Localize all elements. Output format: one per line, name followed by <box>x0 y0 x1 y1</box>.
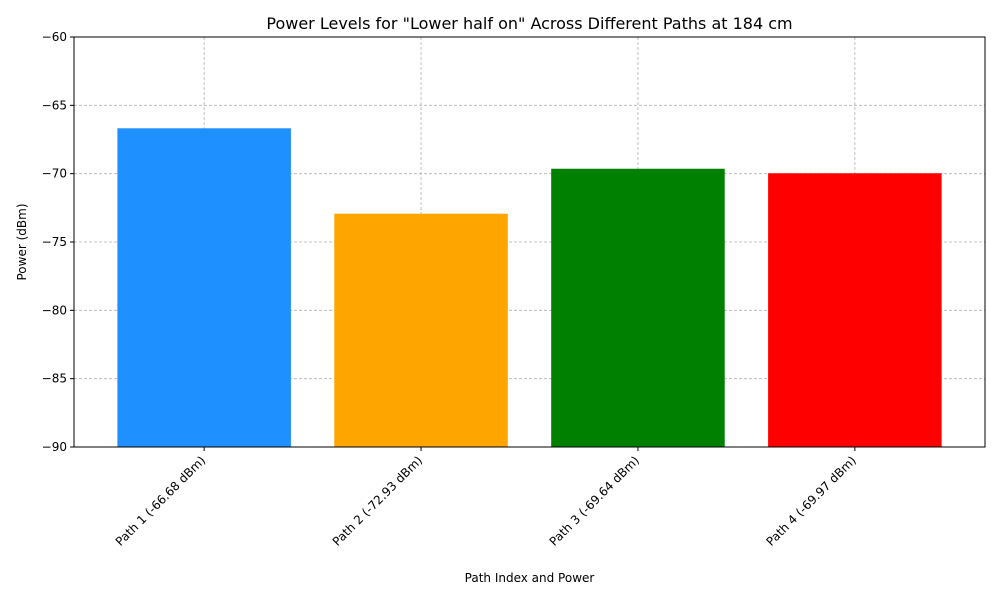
y-axis-label: Power (dBm) <box>15 204 29 281</box>
bar-path-1 <box>117 128 291 447</box>
y-tick-label: −75 <box>42 235 67 249</box>
y-tick-label: −90 <box>42 440 67 454</box>
x-tick-label: Path 2 (-72.93 dBm) <box>330 453 425 548</box>
y-tick-label: −85 <box>42 372 67 386</box>
x-tick-label: Path 3 (-69.64 dBm) <box>547 453 642 548</box>
y-tick-label: −70 <box>42 167 67 181</box>
x-axis-label: Path Index and Power <box>465 571 595 585</box>
bar-path-4 <box>768 173 942 448</box>
x-tick-label: Path 1 (-66.68 dBm) <box>113 453 208 548</box>
bar-path-3 <box>551 168 725 447</box>
y-tick-label: −65 <box>42 98 67 112</box>
bar-path-2 <box>334 213 508 447</box>
bars-layer <box>117 128 942 448</box>
y-tick-label: −60 <box>42 30 67 44</box>
chart-title: Power Levels for "Lower half on" Across … <box>266 14 792 33</box>
x-tick-label: Path 4 (-69.97 dBm) <box>763 453 858 548</box>
y-tick-label: −80 <box>42 303 67 317</box>
